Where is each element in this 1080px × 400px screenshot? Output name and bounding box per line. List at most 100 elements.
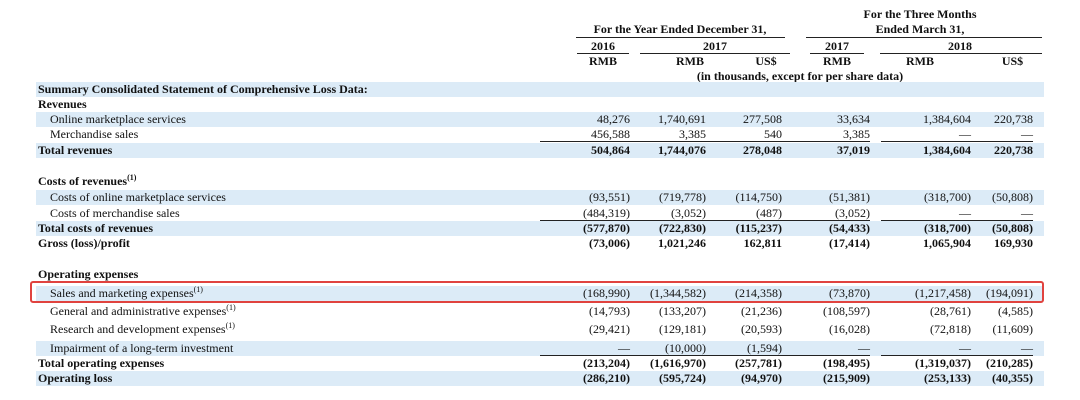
footnote-marker: (1): [225, 321, 235, 330]
table-cell: (168,990): [583, 286, 630, 300]
table-cell: —: [780, 341, 870, 356]
row-label: Revenues: [38, 97, 87, 112]
row-label-text: Gross (loss)/profit: [38, 236, 130, 250]
table-cell: (29,421): [589, 322, 630, 336]
header-three-months-line1: For the Three Months: [863, 7, 977, 21]
row-label-text: Operating loss: [38, 371, 113, 385]
row-label: Sales and marketing expenses(1): [50, 286, 203, 301]
table-cell: (595,724): [659, 371, 706, 385]
row-label-text: Summary Consolidated Statement of Compre…: [38, 82, 368, 96]
row-label-text: Research and development expenses: [50, 322, 226, 336]
row-label-text: Costs of revenues: [38, 174, 128, 188]
row-label-text: Total revenues: [38, 143, 113, 157]
table-cell: (722,830): [659, 221, 706, 235]
header-year-2017: 2017: [703, 39, 727, 53]
table-cell: —: [881, 341, 971, 356]
table-cell: 169,930: [994, 236, 1033, 250]
table-cell: (1,217,458): [915, 286, 971, 300]
table-cell: (11,609): [992, 322, 1033, 336]
header-three-months-rule: [806, 37, 1042, 38]
table-row: [36, 160, 1044, 175]
row-label: Research and development expenses(1): [50, 322, 235, 337]
header-currency-4: RMB: [823, 54, 851, 68]
table-cell: (50,808): [992, 190, 1033, 204]
table-cell: (1,319,037): [915, 356, 971, 370]
table-cell: (1,594): [692, 341, 782, 356]
table-cell: (484,319): [540, 206, 630, 221]
table-row: Gross (loss)/profit (73,006) 1,021,246 162,…: [36, 236, 1044, 251]
table-cell: (17,414): [829, 236, 870, 250]
table-cell: (10,000): [616, 341, 706, 356]
table-cell: (21,236): [741, 304, 782, 318]
table-row: Costs of merchandise sales (484,319) (3,05…: [36, 206, 1044, 221]
table-cell: (129,181): [659, 322, 706, 336]
table-row: Costs of revenues(1): [36, 174, 1044, 189]
row-label-text: Total costs of revenues: [38, 221, 153, 235]
footnote-marker: (1): [226, 303, 236, 312]
table-cell: (1,616,970): [650, 356, 706, 370]
header-year-rule-2018-q: [880, 53, 1042, 54]
row-label: Operating loss: [38, 371, 112, 386]
table-cell: 1,744,076: [658, 143, 706, 157]
row-label-text: Sales and marketing expenses: [50, 286, 194, 300]
table-row: Impairment of a long-term investment — (10…: [36, 341, 1044, 356]
row-label: Costs of online marketplace services: [50, 190, 226, 205]
table-cell: (213,204): [583, 356, 630, 370]
table-cell: —: [540, 341, 630, 356]
table-cell: (318,700): [924, 221, 971, 235]
header-currency-6: US$: [1001, 54, 1024, 68]
table-cell: (73,870): [829, 286, 870, 300]
row-label-text: Online marketplace services: [50, 112, 186, 126]
row-label: Online marketplace services: [50, 112, 186, 127]
table-cell: 456,588: [540, 127, 630, 142]
table-cell: (318,700): [924, 190, 971, 204]
header-year-2018-q: 2018: [948, 39, 972, 53]
row-label: General and administrative expenses(1): [50, 304, 236, 319]
table-cell: —: [943, 341, 1033, 356]
table-cell: (1,344,582): [650, 286, 706, 300]
table-cell: —: [943, 127, 1033, 142]
table-cell: 33,634: [837, 112, 870, 126]
table-cell: (4,585): [998, 304, 1033, 318]
table-cell: (215,909): [823, 371, 870, 385]
header-year-rule-2017: [640, 53, 790, 54]
table-cell: (115,237): [735, 221, 782, 235]
table-row: Online marketplace services 48,276 1,740,6…: [36, 112, 1044, 127]
header-year-rule-2016: [577, 53, 629, 54]
table-cell: (3,052): [780, 206, 870, 221]
row-label-text: Operating expenses: [38, 267, 139, 281]
row-label: Total revenues: [38, 143, 112, 158]
table-row: Revenues: [36, 97, 1044, 112]
table-cell: 1,384,604: [923, 112, 971, 126]
header-units-note: (in thousands, except for per share data…: [696, 69, 904, 83]
table-cell: (72,818): [930, 322, 971, 336]
header-currency-2: RMB: [676, 54, 704, 68]
header-year-group-rule: [576, 37, 785, 38]
footnote-marker: (1): [127, 173, 137, 182]
row-label-text: Costs of online marketplace services: [50, 190, 226, 204]
table-cell: 540: [692, 127, 782, 142]
table-cell: 277,508: [743, 112, 782, 126]
table-cell: (577,870): [583, 221, 630, 235]
table-cell: (28,761): [930, 304, 971, 318]
header-year-group: For the Year Ended December 31,: [593, 22, 767, 36]
table-row: [36, 252, 1044, 267]
table-cell: (286,210): [583, 371, 630, 385]
table-cell: (16,028): [829, 322, 870, 336]
table-cell: (214,358): [735, 286, 782, 300]
row-label-text: Impairment of a long-term investment: [50, 341, 234, 355]
header-year-rule-2017-q: [810, 53, 864, 54]
table-cell: 37,019: [837, 143, 870, 157]
table-row: Sales and marketing expenses(1) (168,990)…: [36, 286, 1044, 301]
table-row: Merchandise sales 456,588 3,385 540 3,385— —: [36, 127, 1044, 142]
table-cell: —: [943, 206, 1033, 221]
table-cell: 504,864: [591, 143, 630, 157]
table-cell: 1,021,246: [658, 236, 706, 250]
table-cell: (210,285): [986, 356, 1033, 370]
table-cell: (14,793): [589, 304, 630, 318]
table-cell: 1,384,604: [923, 143, 971, 157]
row-label: Summary Consolidated Statement of Compre…: [38, 82, 368, 97]
table-cell: (487): [692, 206, 782, 221]
table-cell: (253,133): [924, 371, 971, 385]
row-label: Costs of revenues(1): [38, 174, 136, 189]
